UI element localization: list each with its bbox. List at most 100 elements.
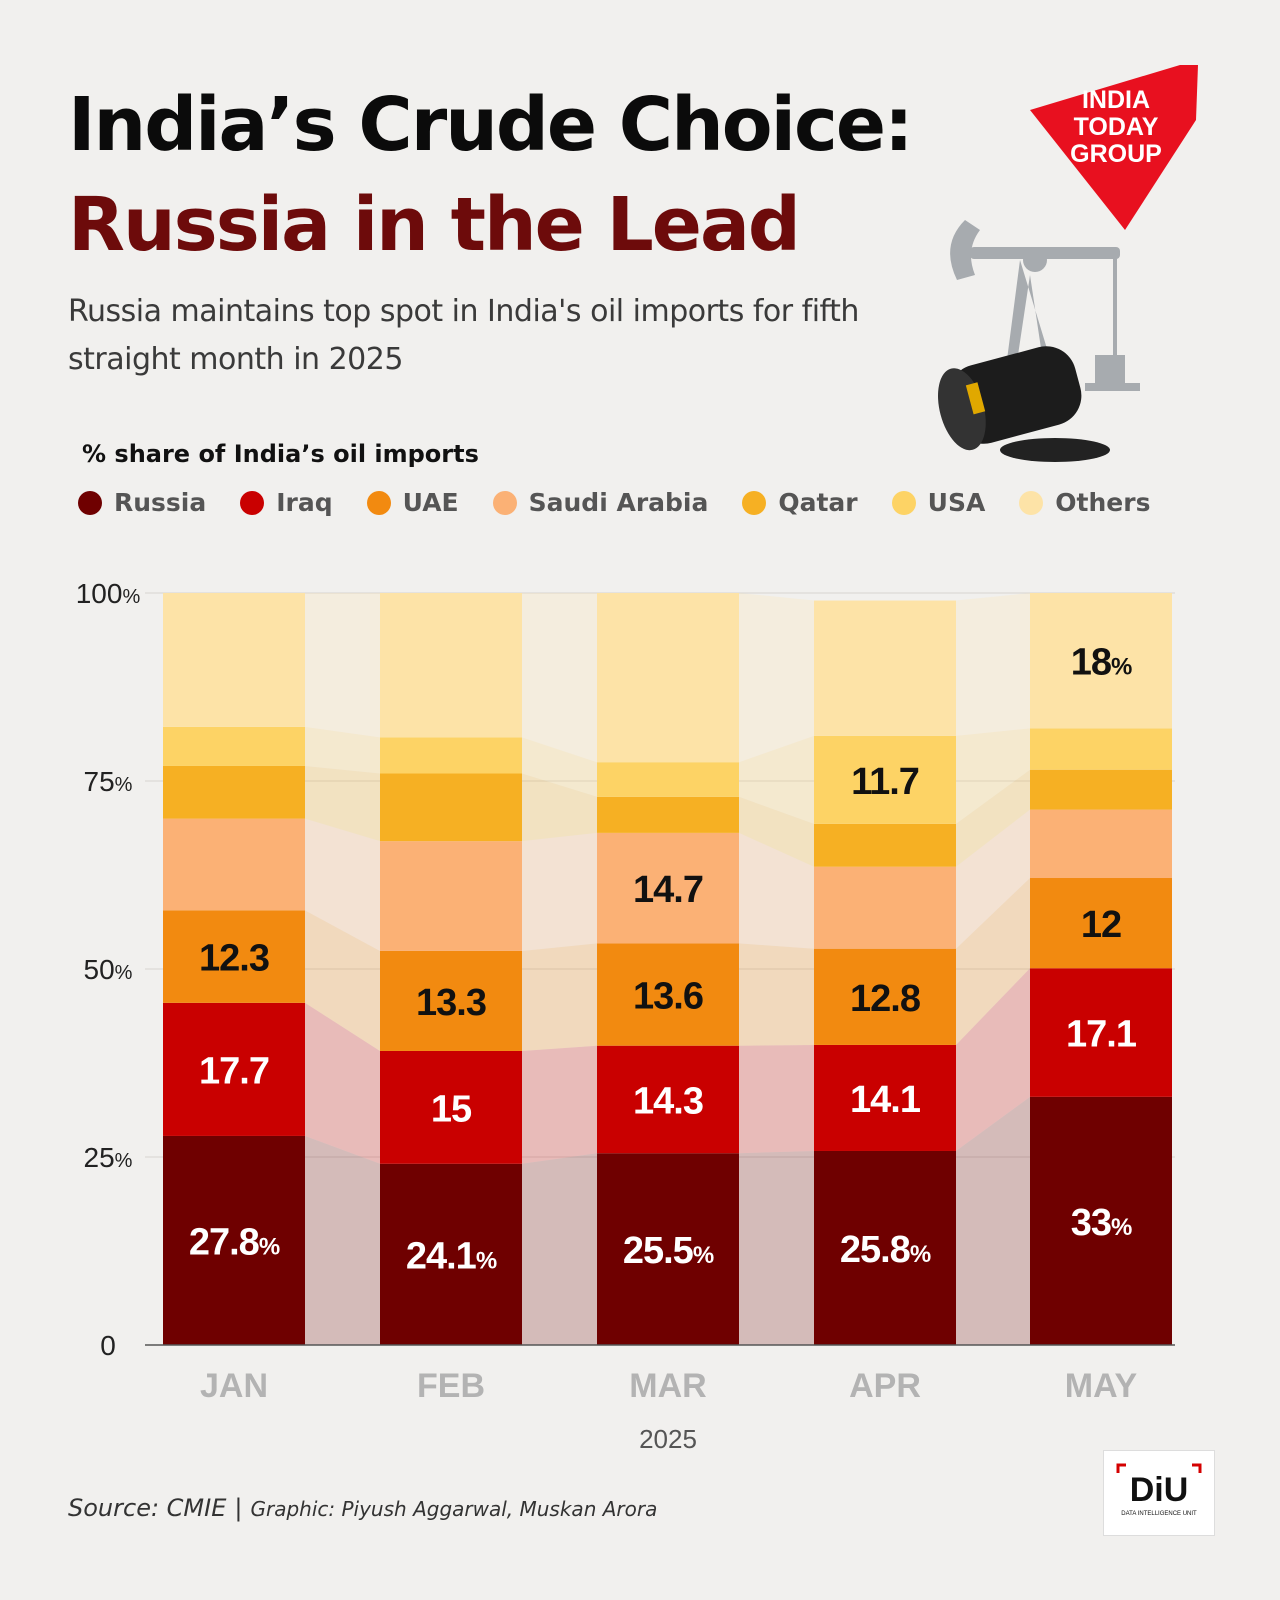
- bar-segment-iraq: [1030, 968, 1172, 1097]
- source-credit: Source: CMIE | Graphic: Piyush Aggarwal, M…: [68, 1494, 657, 1522]
- bar-segment-russia: [380, 1163, 522, 1345]
- india-today-group-logo: INDIA TODAY GROUP: [1030, 65, 1198, 230]
- data-label: 27.8%: [189, 1221, 280, 1263]
- stacked-bar-chart: 27.8% 24.1% 25.5% 25.8% 33% 17.7 15 14.3 14.1 17.…: [76, 578, 1175, 1450]
- bar-segment-others: [597, 593, 739, 763]
- bar-segment-qatar: [1030, 769, 1172, 810]
- y-tick-label: 100%: [76, 578, 141, 609]
- legend-label: Russia: [114, 488, 207, 517]
- connector-band-russia: [305, 1135, 380, 1345]
- connector-band-saudi-arabia: [305, 818, 380, 951]
- bar-segment-saudi-arabia: [380, 841, 522, 951]
- legend-item-uae: UAE: [366, 488, 459, 517]
- bar-segment-uae: [163, 910, 305, 1003]
- x-tick-label: FEB: [417, 1367, 485, 1405]
- oil-pump-barrel-illustration: [938, 220, 1140, 462]
- bar-segment-russia: [163, 1135, 305, 1345]
- connector-band-uae: [305, 910, 380, 1051]
- legend-label: Saudi Arabia: [528, 488, 709, 517]
- bar-segment-others: [814, 600, 956, 736]
- bar-segment-qatar: [597, 796, 739, 833]
- bar-segment-russia: [814, 1150, 956, 1345]
- connector-band-usa: [739, 735, 814, 824]
- legend-swatch: [891, 490, 916, 515]
- legend-item-qatar: Qatar: [742, 488, 858, 517]
- bar-segment-saudi-arabia: [814, 866, 956, 949]
- bar-segment-qatar: [814, 823, 956, 867]
- bar-segment-others: [1030, 593, 1172, 729]
- legend-item-others: Others: [1019, 488, 1150, 517]
- logo-text-line2: TODAY: [1074, 113, 1159, 141]
- bar-segment-uae: [814, 948, 956, 1045]
- connector-band-iraq: [305, 1002, 380, 1164]
- logo-text-line3: GROUP: [1070, 140, 1162, 168]
- bar-segment-others: [163, 593, 305, 727]
- legend-label: Others: [1055, 488, 1151, 517]
- data-label: 14.7: [633, 869, 703, 911]
- bar-segment-qatar: [163, 765, 305, 819]
- data-label: 24.1%: [406, 1235, 497, 1277]
- connector-band-others: [305, 593, 380, 738]
- connector-band-others: [956, 593, 1030, 736]
- y-tick-label: 25%: [84, 1142, 133, 1173]
- data-label: 17.1: [1066, 1014, 1137, 1056]
- connector-band-saudi-arabia: [739, 832, 814, 949]
- data-label: 13.6: [633, 976, 703, 1018]
- legend-item-iraq: Iraq: [240, 488, 333, 517]
- legend-item-saudi-arabia: Saudi Arabia: [492, 488, 709, 517]
- y-tick-label: 75%: [84, 766, 133, 797]
- data-label: 12: [1081, 904, 1121, 946]
- legend-swatch: [366, 490, 391, 515]
- connector-band-usa: [956, 728, 1030, 824]
- legend-item-usa: USA: [891, 488, 985, 517]
- connector-band-russia: [739, 1150, 814, 1345]
- data-label: 15: [431, 1088, 472, 1130]
- data-label: 14.3: [633, 1080, 703, 1122]
- bar-segment-saudi-arabia: [597, 832, 739, 944]
- y-tick-label: 50%: [84, 954, 133, 985]
- connector-band-russia: [956, 1096, 1030, 1345]
- connector-band-qatar: [956, 769, 1030, 867]
- bar-segment-usa: [1030, 728, 1172, 770]
- data-label: 25.8%: [840, 1229, 931, 1271]
- connector-band-uae: [956, 878, 1030, 1045]
- connector-band-iraq: [522, 1045, 597, 1164]
- connector-band-russia: [522, 1153, 597, 1345]
- bar-segment-saudi-arabia: [163, 818, 305, 911]
- bar-segment-russia: [1030, 1096, 1172, 1345]
- connector-band-qatar: [739, 796, 814, 867]
- connector-band-saudi-arabia: [956, 809, 1030, 949]
- connector-band-uae: [739, 943, 814, 1046]
- connector-band-saudi-arabia: [522, 832, 597, 951]
- y-tick-label: 0: [100, 1330, 116, 1361]
- data-label: 25.5%: [623, 1230, 714, 1272]
- connector-band-qatar: [522, 773, 597, 842]
- connector-band-others: [739, 593, 814, 763]
- bar-segment-uae: [597, 943, 739, 1046]
- bar-segment-uae: [380, 950, 522, 1051]
- page-title-line1: India’s Crude Choice:: [68, 82, 914, 168]
- legend-swatch: [240, 490, 265, 515]
- bar-segment-usa: [597, 762, 739, 797]
- legend-label: Iraq: [276, 488, 333, 517]
- chart-legend: Russia Iraq UAE Saudi Arabia Qatar USA Others: [78, 488, 1184, 517]
- legend-swatch: [78, 490, 102, 515]
- bar-segment-iraq: [380, 1050, 522, 1164]
- graphic-credit: Graphic: Piyush Aggarwal, Muskan Arora: [250, 1497, 658, 1521]
- x-tick-label: APR: [849, 1367, 921, 1405]
- bar-segment-usa: [163, 726, 305, 766]
- connector-band-usa: [522, 737, 597, 797]
- connector-band-qatar: [305, 765, 380, 842]
- bar-segment-qatar: [380, 773, 522, 842]
- data-label: 17.7: [199, 1050, 269, 1092]
- data-label: 12.8: [850, 978, 920, 1020]
- diu-logo: DiU DATA INTELLIGENCE UNIT: [1103, 1450, 1215, 1536]
- bar-segment-russia: [597, 1153, 739, 1345]
- bar-segment-iraq: [597, 1045, 739, 1154]
- legend-label: UAE: [402, 488, 459, 517]
- connector-band-others: [522, 593, 597, 763]
- legend-swatch: [1019, 490, 1044, 515]
- bar-segment-uae: [1030, 878, 1172, 969]
- diu-tagline: DATA INTELLIGENCE UNIT: [1121, 1511, 1197, 1517]
- diu-text: DiU: [1130, 1471, 1189, 1509]
